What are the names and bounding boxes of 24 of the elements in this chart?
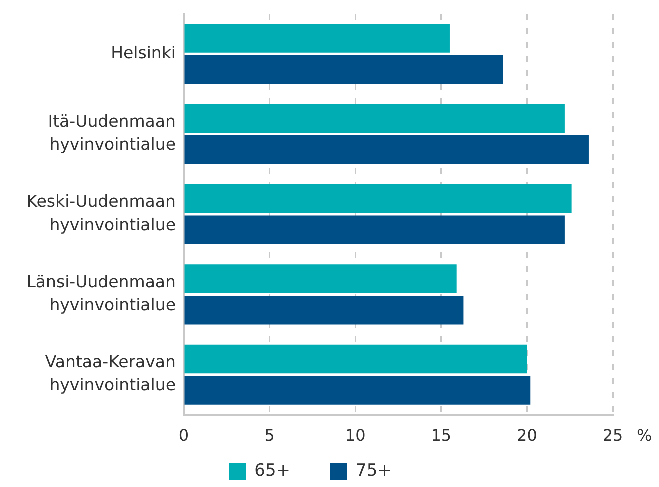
x-tick-label: 15 [431,426,452,445]
legend-label: 65+ [254,460,291,481]
bar [184,184,572,214]
x-tick-label: 20 [517,426,538,445]
y-tick-label: Länsi-Uudenmaan hyvinvointialue [26,272,176,315]
bar [184,55,504,84]
bar [184,24,450,53]
y-tick-label: Itä-Uudenmaan hyvinvointialue [48,112,176,154]
bar [184,344,528,374]
bar [184,376,531,405]
bar [184,136,589,164]
y-tick-label: Keski-Uudenmaan hyvinvointialue [26,192,176,234]
y-tick-label: Helsinki [111,43,176,62]
x-tick-label: 25 [602,426,624,445]
bar [184,104,565,134]
bar [184,216,565,245]
bar [184,264,457,294]
x-tick-label: 0 [178,426,190,445]
x-tick-label: 10 [345,426,366,445]
bar [184,296,464,325]
y-tick-label: Vantaa-Keravan hyvinvointialue [45,352,176,395]
x-axis-title: % [637,426,652,446]
legend-label: 75+ [356,460,392,481]
x-tick-label: 5 [264,426,275,445]
